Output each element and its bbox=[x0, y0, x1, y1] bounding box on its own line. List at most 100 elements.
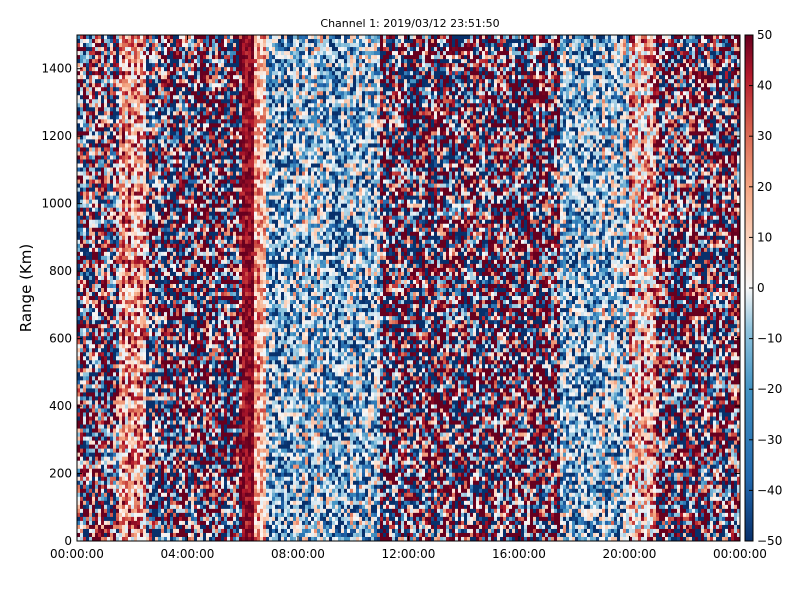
heatmap-cell bbox=[167, 464, 171, 470]
heatmap-cell bbox=[131, 292, 135, 297]
heatmap-cell bbox=[113, 460, 117, 466]
heatmap-cell bbox=[185, 444, 189, 450]
heatmap-cell bbox=[176, 288, 180, 293]
heatmap-cell bbox=[116, 356, 120, 361]
heatmap-cell bbox=[125, 472, 129, 478]
heatmap-cell bbox=[119, 480, 123, 486]
heatmap-cell bbox=[161, 404, 165, 409]
heatmap-cell bbox=[149, 251, 153, 257]
heatmap-cell bbox=[158, 312, 162, 317]
heatmap-cell bbox=[143, 496, 147, 502]
heatmap-cell bbox=[128, 127, 132, 132]
heatmap-cell bbox=[104, 412, 108, 417]
heatmap-cell bbox=[101, 43, 105, 48]
heatmap-cell bbox=[122, 340, 126, 345]
heatmap-cell bbox=[167, 263, 171, 269]
heatmap-cell bbox=[167, 239, 171, 245]
heatmap-cell bbox=[77, 103, 81, 108]
heatmap-cell bbox=[185, 87, 189, 92]
heatmap-cell bbox=[92, 476, 96, 482]
heatmap-cell bbox=[83, 420, 87, 425]
heatmap-cell bbox=[152, 111, 156, 116]
heatmap-cell bbox=[161, 195, 165, 201]
heatmap-cell bbox=[77, 231, 81, 237]
heatmap-cell bbox=[110, 155, 114, 160]
heatmap-cell bbox=[125, 436, 129, 442]
heatmap-cell bbox=[95, 131, 99, 136]
heatmap-cell bbox=[161, 440, 165, 446]
heatmap-cell bbox=[86, 279, 90, 285]
heatmap-cell bbox=[110, 468, 114, 474]
heatmap-cell bbox=[119, 67, 123, 72]
heatmap-cell bbox=[80, 227, 84, 233]
heatmap-cell bbox=[170, 360, 174, 365]
heatmap-cell bbox=[185, 195, 189, 201]
heatmap-cell bbox=[125, 300, 129, 305]
heatmap-cell bbox=[116, 147, 120, 152]
heatmap-cell bbox=[89, 512, 93, 518]
heatmap-cell bbox=[170, 267, 174, 273]
heatmap-cell bbox=[128, 119, 132, 124]
heatmap-cell bbox=[146, 107, 150, 112]
heatmap-cell bbox=[140, 444, 144, 450]
heatmap-cell bbox=[89, 448, 93, 454]
heatmap-cell bbox=[194, 103, 198, 108]
heatmap-cell bbox=[131, 135, 135, 140]
heatmap-cell bbox=[152, 251, 156, 257]
heatmap-cell bbox=[155, 203, 159, 209]
heatmap-cell bbox=[116, 131, 120, 136]
heatmap-cell bbox=[89, 207, 93, 213]
heatmap-cell bbox=[98, 360, 102, 365]
heatmap-cell bbox=[185, 55, 189, 60]
heatmap-cell bbox=[131, 35, 135, 40]
heatmap-cell bbox=[152, 484, 156, 490]
heatmap-cell bbox=[149, 352, 153, 357]
heatmap-cell bbox=[161, 532, 165, 538]
heatmap-cell bbox=[182, 235, 186, 241]
heatmap-cell bbox=[119, 91, 123, 96]
heatmap-cell bbox=[122, 360, 126, 365]
heatmap-cell bbox=[98, 179, 102, 184]
heatmap-cell bbox=[116, 340, 120, 345]
heatmap-cell bbox=[101, 424, 105, 429]
heatmap-cell bbox=[86, 155, 90, 160]
heatmap-cell bbox=[116, 508, 120, 514]
heatmap-cell bbox=[110, 183, 114, 189]
heatmap-cell bbox=[131, 500, 135, 506]
heatmap-cell bbox=[110, 392, 114, 397]
heatmap-cell bbox=[164, 79, 168, 84]
heatmap-cell bbox=[182, 404, 186, 409]
heatmap-cell bbox=[176, 151, 180, 156]
heatmap-cell bbox=[101, 127, 105, 132]
heatmap-cell bbox=[86, 235, 90, 241]
heatmap-cell bbox=[185, 247, 189, 253]
heatmap-cell bbox=[101, 300, 105, 305]
heatmap-cell bbox=[119, 251, 123, 257]
heatmap-cell bbox=[179, 360, 183, 365]
heatmap-cell bbox=[80, 263, 84, 269]
heatmap-cell bbox=[155, 39, 159, 44]
heatmap-cell bbox=[83, 127, 87, 132]
heatmap-cell bbox=[77, 247, 81, 253]
heatmap-cell bbox=[89, 43, 93, 48]
heatmap-cell bbox=[140, 95, 144, 100]
heatmap-cell bbox=[137, 151, 141, 156]
heatmap-cell bbox=[191, 372, 195, 377]
heatmap-cell bbox=[113, 456, 117, 462]
heatmap-cell bbox=[173, 63, 177, 68]
heatmap-cell bbox=[110, 219, 114, 225]
heatmap-cell bbox=[182, 416, 186, 421]
heatmap-cell bbox=[137, 488, 141, 494]
heatmap-cell bbox=[179, 131, 183, 136]
heatmap-cell bbox=[176, 239, 180, 245]
heatmap-cell bbox=[164, 324, 168, 329]
heatmap-cell bbox=[89, 147, 93, 152]
heatmap-cell bbox=[188, 376, 192, 381]
heatmap-cell bbox=[164, 428, 168, 433]
heatmap-cell bbox=[128, 460, 132, 466]
heatmap-cell bbox=[95, 167, 99, 172]
heatmap-cell bbox=[182, 99, 186, 104]
heatmap-cell bbox=[113, 300, 117, 305]
heatmap-cell bbox=[92, 496, 96, 502]
heatmap-cell bbox=[155, 275, 159, 281]
